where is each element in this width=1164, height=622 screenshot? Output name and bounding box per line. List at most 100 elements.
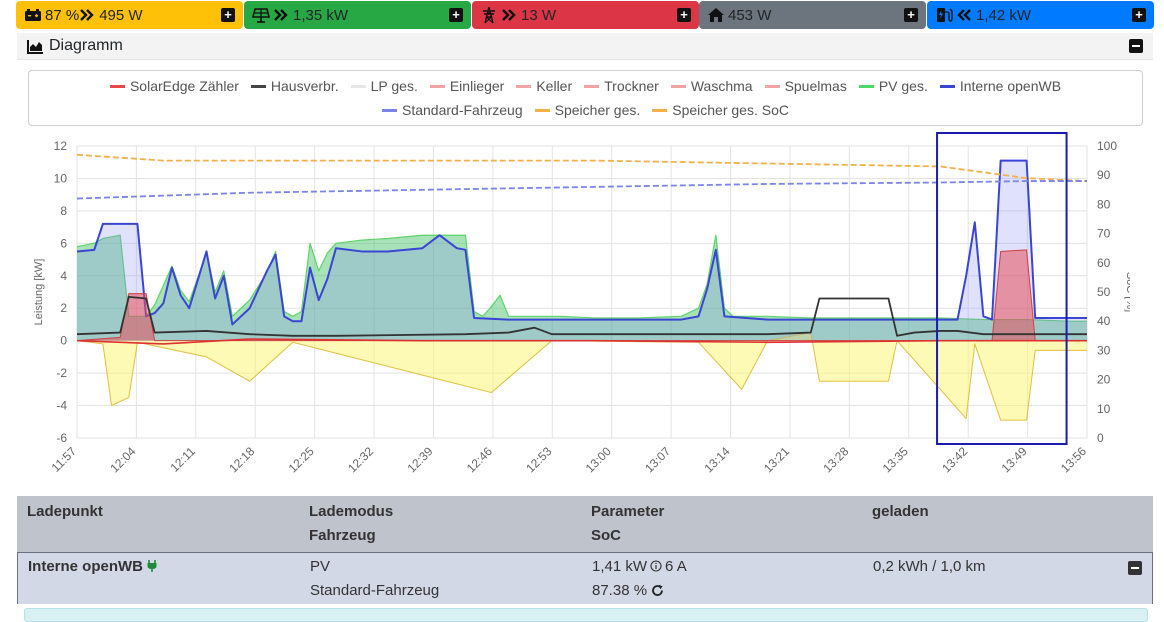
x-tick-label: 12:25 — [286, 444, 317, 475]
legend-item[interactable]: Speicher ges. — [534, 99, 640, 121]
legend-label: Spuelmas — [784, 78, 847, 94]
diagram-body — [17, 60, 1153, 490]
table-row[interactable]: Interne openWB PV Standard-Fahrzeug 1,41… — [17, 552, 1153, 604]
y-tick-label: 2 — [60, 301, 67, 315]
legend-item[interactable]: SolarEdge Zähler — [109, 75, 239, 97]
battery-status[interactable]: 87 % 495 W + — [16, 1, 243, 29]
power-tower-icon — [480, 6, 498, 24]
legend-item[interactable]: Einlieger — [429, 75, 505, 97]
y-tick-label: 0 — [60, 334, 67, 348]
status-bar: 87 % 495 W + 1,35 kW + 13 W + 453 W + 1,… — [16, 0, 1154, 30]
chargepoint-status[interactable]: 1,42 kW + — [927, 1, 1154, 29]
charging-station-icon — [935, 6, 953, 24]
diagram-header[interactable]: Diagramm — [17, 33, 1153, 60]
plug-icon — [147, 560, 157, 572]
refresh-icon[interactable] — [651, 584, 664, 597]
y-tick-label: 12 — [54, 139, 68, 153]
battery-soc: 87 % — [45, 6, 80, 24]
expand-grid-button[interactable]: + — [677, 8, 691, 22]
y2-tick-label: 20 — [1097, 373, 1111, 387]
highlight-rect — [936, 132, 1068, 445]
legend-swatch — [350, 84, 366, 88]
legend-label: Interne openWB — [959, 78, 1062, 94]
series-line-speicher-ges-soc — [76, 153, 1088, 182]
y-tick-label: 4 — [60, 269, 67, 283]
series-line-speicher-ges- — [76, 332, 1087, 421]
header-parameter: Parameter — [591, 503, 665, 520]
legend-item[interactable]: Trockner — [584, 75, 659, 97]
y-tick-label: -2 — [56, 366, 67, 380]
vehicle-soc-value: 87.38 % — [592, 582, 648, 599]
collapse-chargepoint-button[interactable] — [1128, 561, 1142, 575]
legend-label: LP ges. — [370, 78, 418, 94]
legend-swatch — [584, 84, 600, 88]
double-chevron-right-icon — [79, 8, 95, 22]
legend-item[interactable]: Interne openWB — [939, 75, 1062, 97]
charge-mode[interactable]: PV — [310, 558, 331, 575]
legend-label: Keller — [536, 78, 573, 94]
chargepoint-table: Ladepunkt Lademodus Fahrzeug Parameter S… — [17, 496, 1153, 604]
expand-battery-button[interactable]: + — [221, 8, 235, 22]
chargepoint-name[interactable]: Interne openWB — [28, 555, 158, 579]
legend-label: Einlieger — [449, 78, 505, 94]
header-geladen: geladen — [872, 503, 929, 520]
y2-tick-label: 90 — [1097, 168, 1111, 182]
legend-item[interactable]: Keller — [516, 75, 572, 97]
series-line-pv-ges- — [76, 234, 1087, 322]
x-tick-label: 11:57 — [49, 444, 80, 475]
series-line-solaredge-z-hler — [76, 338, 1087, 345]
legend-swatch — [764, 84, 780, 88]
legend-item[interactable]: Hausverbr. — [250, 75, 339, 97]
y-tick-label: -4 — [56, 399, 67, 413]
expand-house-button[interactable]: + — [904, 8, 918, 22]
x-tick-label: 12:53 — [523, 444, 554, 475]
x-tick-label: 12:46 — [464, 444, 495, 475]
house-power: 453 W — [728, 6, 772, 24]
house-status[interactable]: 453 W + — [699, 1, 926, 29]
series-area-speicher-ges- — [77, 332, 1087, 421]
legend-item[interactable]: PV ges. — [858, 75, 928, 97]
grid-status[interactable]: 13 W + — [472, 1, 699, 29]
vehicle-name[interactable]: Standard-Fahrzeug — [310, 582, 440, 599]
table-header: Ladepunkt Lademodus Fahrzeug Parameter S… — [17, 496, 1153, 552]
x-tick-label: 12:18 — [226, 444, 257, 475]
expand-chargepoint-button[interactable]: + — [1132, 8, 1146, 22]
y2-tick-label: 10 — [1097, 402, 1111, 416]
series-area-interne-openwb — [77, 160, 1087, 341]
legend-swatch — [670, 84, 686, 88]
x-tick-label: 13:14 — [702, 444, 733, 475]
legend-label: Speicher ges. SoC — [672, 102, 789, 118]
legend-label: SolarEdge Zähler — [129, 78, 239, 94]
y-tick-label: 8 — [60, 204, 67, 218]
legend-label: PV ges. — [878, 78, 928, 94]
legend-item[interactable]: LP ges. — [350, 75, 418, 97]
expand-pv-button[interactable]: + — [449, 8, 463, 22]
legend-item[interactable]: Standard-Fahrzeug — [382, 99, 523, 121]
y2-tick-label: 70 — [1097, 227, 1111, 241]
vehicle-soc: 87.38 % — [592, 579, 664, 603]
legend-item[interactable]: Waschma — [670, 75, 753, 97]
y2-tick-label: 50 — [1097, 285, 1111, 299]
collapse-diagram-button[interactable] — [1129, 39, 1143, 53]
legend-swatch — [429, 84, 445, 88]
header-fahrzeug: Fahrzeug — [309, 527, 376, 544]
x-tick-label: 13:07 — [642, 444, 673, 475]
legend-label: Standard-Fahrzeug — [402, 102, 523, 118]
chargepoint-name-label: Interne openWB — [28, 558, 143, 575]
series-line-interne-openwb — [76, 159, 1087, 326]
header-soc: SoC — [591, 527, 621, 544]
y2-tick-label: 0 — [1097, 431, 1104, 445]
legend-swatch — [516, 84, 532, 88]
pv-status[interactable]: 1,35 kW + — [244, 1, 471, 29]
x-tick-label: 12:11 — [167, 444, 198, 475]
legend-item[interactable]: Speicher ges. SoC — [652, 99, 789, 121]
legend-swatch — [109, 84, 125, 88]
x-tick-label: 13:49 — [999, 444, 1030, 475]
double-chevron-right-icon — [273, 8, 289, 22]
y-tick-label: 6 — [60, 236, 67, 250]
legend-item[interactable]: Spuelmas — [764, 75, 847, 97]
solar-panel-icon — [252, 6, 270, 24]
y2-tick-label: 60 — [1097, 256, 1111, 270]
car-battery-icon — [24, 6, 42, 24]
